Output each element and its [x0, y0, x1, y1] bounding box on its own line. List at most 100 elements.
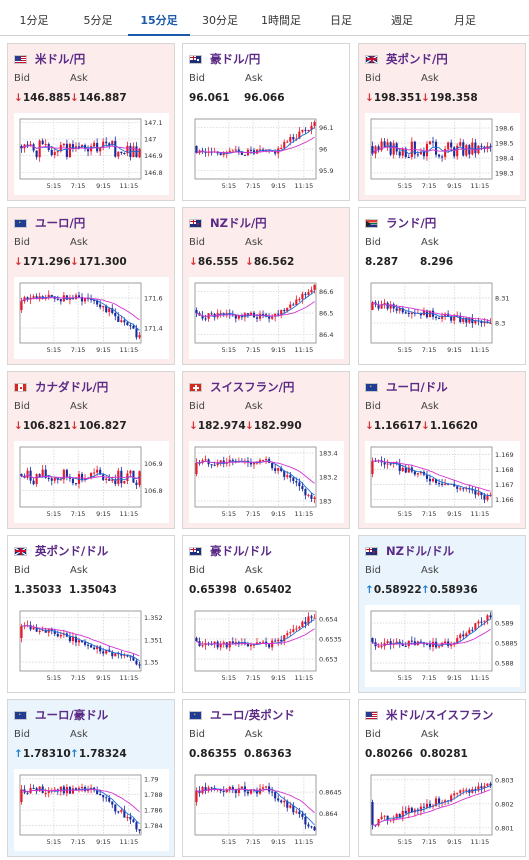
- candlestick-chart[interactable]: 0.8645 0.864 5:15 7:15 9:15 11:15: [189, 769, 344, 851]
- rate-card[interactable]: 英ポンド/円 Bid Ask ↓198.351 ↓198.358 198.6 19…: [358, 43, 526, 201]
- candle-up: [219, 313, 222, 315]
- candle-down: [74, 788, 78, 790]
- currency-pair-name[interactable]: ユーロ/豪ドル: [35, 708, 109, 722]
- tab-1hour[interactable]: 1時間足: [261, 14, 301, 27]
- candle-down: [234, 314, 237, 319]
- rate-card[interactable]: NZドル/円 Bid Ask ↓86.555 ↓86.562 86.6 86.5 8…: [182, 207, 350, 365]
- candlestick-chart[interactable]: 86.6 86.5 86.4 5:15 7:15 9:15 11:15: [189, 277, 344, 359]
- y-tick-label: 198.4: [495, 155, 514, 163]
- rate-card[interactable]: スイスフラン/円 Bid Ask ↓182.974 ↓182.990 183.4…: [182, 371, 350, 529]
- currency-pair-name[interactable]: ランド/円: [386, 216, 437, 230]
- candlestick-chart[interactable]: 1.352 1.351 1.35 5:15 7:15 9:15 11:15: [14, 605, 169, 687]
- currency-pair-name[interactable]: 英ポンド/ドル: [35, 544, 109, 558]
- ask-price: ↓106.827: [70, 420, 127, 432]
- candle-up: [301, 621, 304, 627]
- currency-pair-name[interactable]: NZドル/円: [210, 216, 267, 230]
- rate-card[interactable]: ユーロ/豪ドル Bid Ask ↑1.78310 ↑1.78324 1.791.…: [7, 699, 175, 857]
- candlestick-chart[interactable]: 0.803 0.802 0.801 5:15 7:15 9:15 11:15: [365, 769, 520, 851]
- tab-1min[interactable]: 1分足: [19, 14, 49, 27]
- tab-30min[interactable]: 30分足: [202, 14, 238, 27]
- candle-down: [83, 642, 87, 645]
- rate-card[interactable]: 豪ドル/円 Bid Ask 96.061 96.066 96.1 96 95.9 5:…: [182, 43, 350, 201]
- candle-up: [377, 819, 380, 826]
- currency-pair-name[interactable]: NZドル/ドル: [386, 544, 455, 558]
- ma-long-line: [196, 628, 315, 645]
- eu-flag-icon: [365, 380, 378, 393]
- currency-pair-name[interactable]: ユーロ/英ポンド: [210, 708, 295, 722]
- candle-down: [201, 315, 204, 319]
- currency-pair-name[interactable]: 豪ドル/ドル: [210, 544, 272, 558]
- candle-up: [283, 800, 286, 803]
- timeframe-tabs: 1分足 5分足 15分足 30分足 1時間足 日足 週足 月足: [0, 0, 529, 36]
- rate-card[interactable]: カナダドル/円 Bid Ask ↓106.821 ↓106.827 106.9 1…: [7, 371, 175, 529]
- rate-card[interactable]: ランド/円 Bid Ask 8.287 8.296 8.31 8.3 5:15 7:1…: [358, 207, 526, 365]
- rate-card[interactable]: 英ポンド/ドル Bid Ask 1.35033 1.35043 1.352 1.3…: [7, 535, 175, 693]
- rate-card[interactable]: ユーロ/英ポンド Bid Ask 0.86355 0.86363 0.86450…: [182, 699, 350, 857]
- rate-card[interactable]: 米ドル/スイスフラン Bid Ask 0.80266 0.80281 0.803…: [358, 699, 526, 857]
- candle-down: [132, 656, 135, 661]
- candle-down: [480, 145, 483, 147]
- candle-up: [425, 143, 429, 157]
- candlestick-chart[interactable]: 198.6 198.5 198.4 198.3 5:15 7:15 9:15 11:15: [365, 113, 520, 195]
- currency-pair-name[interactable]: 米ドル/スイスフラン: [386, 708, 494, 722]
- candlestick-chart[interactable]: 0.654 0.6535 0.653 5:15 7:15 9:15 11:15: [189, 605, 344, 687]
- candlestick-chart[interactable]: 171.6 171.4 5:15 7:15 9:15 11:15: [14, 277, 169, 359]
- candle-up: [428, 141, 432, 144]
- y-tick-label: 0.588: [495, 660, 514, 668]
- candle-down: [195, 310, 198, 314]
- candle-down: [450, 142, 453, 148]
- bid-price: ↓1.16617: [365, 420, 422, 432]
- ask-value: 1.78324: [78, 748, 127, 760]
- tab-15min[interactable]: 15分足: [128, 0, 190, 36]
- candlestick-chart[interactable]: 1.169 1.168 1.167 1.166 5:15 7:15 9:15 11:15: [365, 441, 520, 523]
- candlestick-chart[interactable]: 0.589 0.5885 0.588 5:15 7:15 9:15 11:15: [365, 605, 520, 687]
- currency-pair-name[interactable]: 米ドル/円: [35, 52, 86, 66]
- candle-down: [304, 293, 307, 295]
- rate-card[interactable]: 米ドル/円 Bid Ask ↓146.885 ↓146.887 147.1 147…: [7, 43, 175, 201]
- candle-down: [280, 468, 283, 472]
- candlestick-chart[interactable]: 106.9 106.8 5:15 7:15 9:15 11:15: [14, 441, 169, 523]
- rate-card[interactable]: 豪ドル/ドル Bid Ask 0.65398 0.65402 0.654 0.65…: [182, 535, 350, 693]
- candle-down: [428, 803, 432, 807]
- rate-card[interactable]: ユーロ/ドル Bid Ask ↓1.16617 ↓1.16620 1.1691.…: [358, 371, 526, 529]
- candle-up: [207, 151, 210, 153]
- candle-up: [87, 789, 90, 792]
- x-tick-label: 9:15: [96, 510, 111, 518]
- bid-value: 0.80266: [365, 748, 413, 760]
- currency-pair-name[interactable]: ユーロ/円: [35, 216, 86, 230]
- bid-price: 1.35033: [14, 584, 62, 596]
- candlestick-chart[interactable]: 183.4 183.2 183 5:15 7:15 9:15 11:15: [189, 441, 344, 523]
- currency-pair-name[interactable]: スイスフラン/円: [210, 380, 295, 394]
- candlestick-chart[interactable]: 1.79 1.788 1.786 1.784 5:15 7:15 9:15 11:15: [14, 769, 169, 851]
- tab-monthly[interactable]: 月足: [454, 14, 476, 27]
- candle-up: [483, 322, 486, 324]
- candle-down: [298, 482, 301, 487]
- candle-up: [231, 150, 234, 152]
- currency-pair-name[interactable]: カナダドル/円: [35, 380, 109, 394]
- candle-up: [450, 644, 453, 646]
- plot-frame: [19, 774, 142, 836]
- candlestick-chart[interactable]: 147.1 147 146.9 146.8 5:15 7:15 9:15 11:15: [14, 113, 169, 195]
- candle-up: [35, 474, 38, 485]
- candle-down: [280, 639, 283, 642]
- candle-down: [68, 636, 71, 642]
- currency-pair-name[interactable]: 英ポンド/円: [386, 52, 448, 66]
- ma-short-line: [196, 619, 315, 645]
- candle-up: [465, 633, 468, 637]
- currency-pair-name[interactable]: ユーロ/ドル: [386, 380, 448, 394]
- candlestick-chart[interactable]: 8.31 8.3 5:15 7:15 9:15 11:15: [365, 277, 520, 359]
- candlestick-chart[interactable]: 96.1 96 95.9 5:15 7:15 9:15 11:15: [189, 113, 344, 195]
- tab-daily[interactable]: 日足: [330, 14, 352, 27]
- candle-down: [262, 149, 265, 151]
- rate-card[interactable]: NZドル/ドル Bid Ask ↑0.58922 ↑0.58936 0.589 0…: [358, 535, 526, 693]
- candle-down: [99, 793, 102, 795]
- rate-card[interactable]: ユーロ/円 Bid Ask ↓171.296 ↓171.300 171.6171…: [7, 207, 175, 365]
- candle-down: [29, 470, 32, 481]
- card-header: 豪ドル/円: [189, 52, 260, 66]
- au-flag-icon: [189, 54, 202, 64]
- tab-weekly[interactable]: 週足: [391, 14, 413, 27]
- currency-pair-name[interactable]: 豪ドル/円: [210, 52, 261, 66]
- candle-up: [41, 469, 44, 478]
- candle-down: [395, 462, 398, 464]
- tab-5min[interactable]: 5分足: [83, 14, 113, 27]
